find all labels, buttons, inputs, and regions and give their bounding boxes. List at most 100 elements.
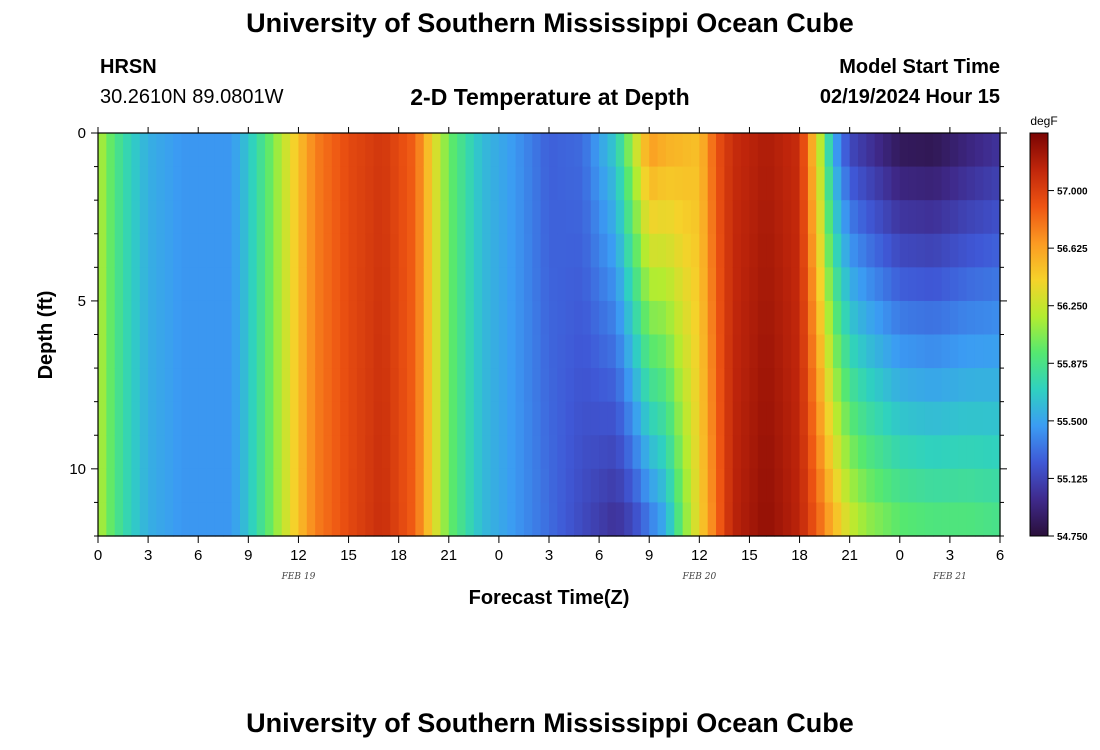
date-label: FEB 20 [681,572,716,582]
heatmap-cell [331,435,341,470]
heatmap-cell [432,502,442,537]
heatmap-cell [465,334,475,369]
heatmap-cell [206,435,216,470]
heatmap-cell [782,233,792,268]
heatmap-cell [123,468,133,504]
heatmap-cell [148,233,158,268]
heatmap-cell [515,300,525,336]
heatmap-cell [256,435,266,470]
heatmap-cell [974,166,984,201]
heatmap-cell [749,300,759,336]
heatmap-cell [699,133,709,168]
heatmap-cell [741,233,751,268]
heatmap-cell [824,401,834,436]
heatmap-cell [707,435,717,470]
heatmap-cell [156,267,166,302]
heatmap-cell [716,334,725,369]
heatmap-cell [607,334,617,369]
heatmap-cell [515,401,525,436]
heatmap-cell [741,267,751,302]
heatmap-cell [114,233,124,268]
heatmap-cell [181,435,191,470]
heatmap-cell [557,368,567,403]
heatmap-cell [248,502,258,537]
heatmap-cell [223,401,233,436]
heatmap-cell [214,267,224,302]
heatmap-cell [298,300,308,336]
heatmap-cell [181,233,191,268]
heatmap-cell [223,368,233,403]
heatmap-cell [724,401,734,436]
heatmap-cell [557,166,567,201]
heatmap-cell [139,267,149,302]
heatmap-cell [131,267,141,302]
heatmap-cell [273,334,283,369]
heatmap-cell [507,468,517,504]
heatmap-cell [732,334,742,369]
heatmap-cell [340,435,350,470]
heatmap-cell [398,502,408,537]
heatmap-cell [239,334,249,369]
heatmap-cell [657,368,667,403]
heatmap-cell [131,401,141,436]
heatmap-cell [657,334,667,369]
heatmap-cell [398,200,408,235]
heatmap-cell [298,368,308,403]
heatmap-cell [306,401,316,436]
heatmap-cell [582,166,592,201]
heatmap-cell [924,166,934,201]
heatmap-cell [214,435,224,470]
heatmap-cell [916,267,926,302]
heatmap-cell [632,133,642,168]
date-label: FEB 21 [932,572,967,582]
heatmap-cell [131,233,141,268]
heatmap-cell [398,233,408,268]
heatmap-cell [390,133,400,168]
heatmap-cell [782,401,792,436]
heatmap-cell [657,200,667,235]
heatmap-cell [574,200,584,235]
heatmap-cell [290,368,300,403]
heatmap-cell [565,435,575,470]
heatmap-cell [749,401,759,436]
heatmap-cell [941,300,951,336]
heatmap-cell [498,468,508,504]
heatmap-cell [732,133,742,168]
heatmap-cell [290,133,300,168]
heatmap-cell [457,267,467,302]
heatmap-cell [866,435,876,470]
heatmap-cell [98,368,107,403]
heatmap-cell [440,401,450,436]
heatmap-cell [615,267,625,302]
heatmap-cell [749,233,759,268]
heatmap-cell [766,200,776,235]
heatmap-cell [206,502,216,537]
heatmap-cell [198,468,208,504]
heatmap-cell [732,401,742,436]
heatmap-cell [649,401,659,436]
heatmap-cell [515,468,525,504]
heatmap-cell [273,133,283,168]
heatmap-cell [749,368,759,403]
x-tick-label: 12 [691,547,708,564]
heatmap-cell [432,401,442,436]
heatmap-cell [674,334,684,369]
heatmap-cell [473,468,483,504]
heatmap-cell [690,200,700,235]
heatmap-cell [966,133,976,168]
heatmap-cell [883,300,893,336]
heatmap-cell [924,502,934,537]
heatmap-cell [757,267,767,302]
heatmap-cell [98,435,107,470]
heatmap-cell [816,334,826,369]
heatmap-cell [924,468,934,504]
heatmap-cell [423,133,433,168]
heatmap-cell [615,468,625,504]
heatmap-cell [498,334,508,369]
heatmap-cell [599,133,609,168]
heatmap-cell [640,267,650,302]
heatmap-cell [248,267,258,302]
heatmap-cell [807,502,817,537]
heatmap-cell [365,200,375,235]
heatmap-cell [908,200,918,235]
